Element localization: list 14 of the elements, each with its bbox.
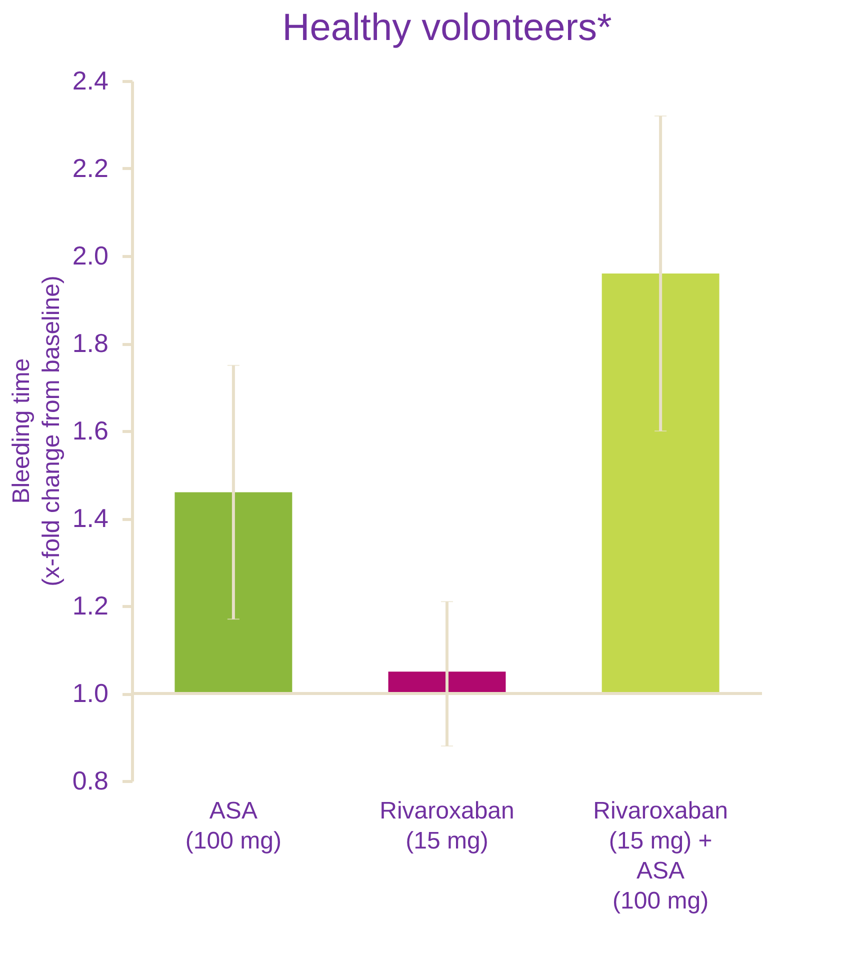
y-axis-title: Bleeding time (x-fold change from baseline) xyxy=(8,276,65,586)
chart-title: Healthy volonteers* xyxy=(282,7,612,49)
y-tick-label: 2.0 xyxy=(72,240,108,270)
y-tick-label: 2.4 xyxy=(72,66,108,96)
y-tick-label: 1.8 xyxy=(72,328,108,358)
y-tick-label: 0.8 xyxy=(72,766,108,796)
x-tick-label: Rivaroxaban (15 mg) + ASA (100 mg) xyxy=(593,798,728,914)
y-tick-label: 1.4 xyxy=(72,503,108,533)
y-tick-label: 1.0 xyxy=(72,678,108,708)
x-tick-label: ASA (100 mg) xyxy=(185,798,282,854)
x-tick-label: Rivaroxaban (15 mg) xyxy=(380,798,514,854)
y-tick-label: 2.2 xyxy=(72,153,108,183)
y-tick-label: 1.6 xyxy=(72,416,108,446)
y-tick-label: 1.2 xyxy=(72,590,108,620)
